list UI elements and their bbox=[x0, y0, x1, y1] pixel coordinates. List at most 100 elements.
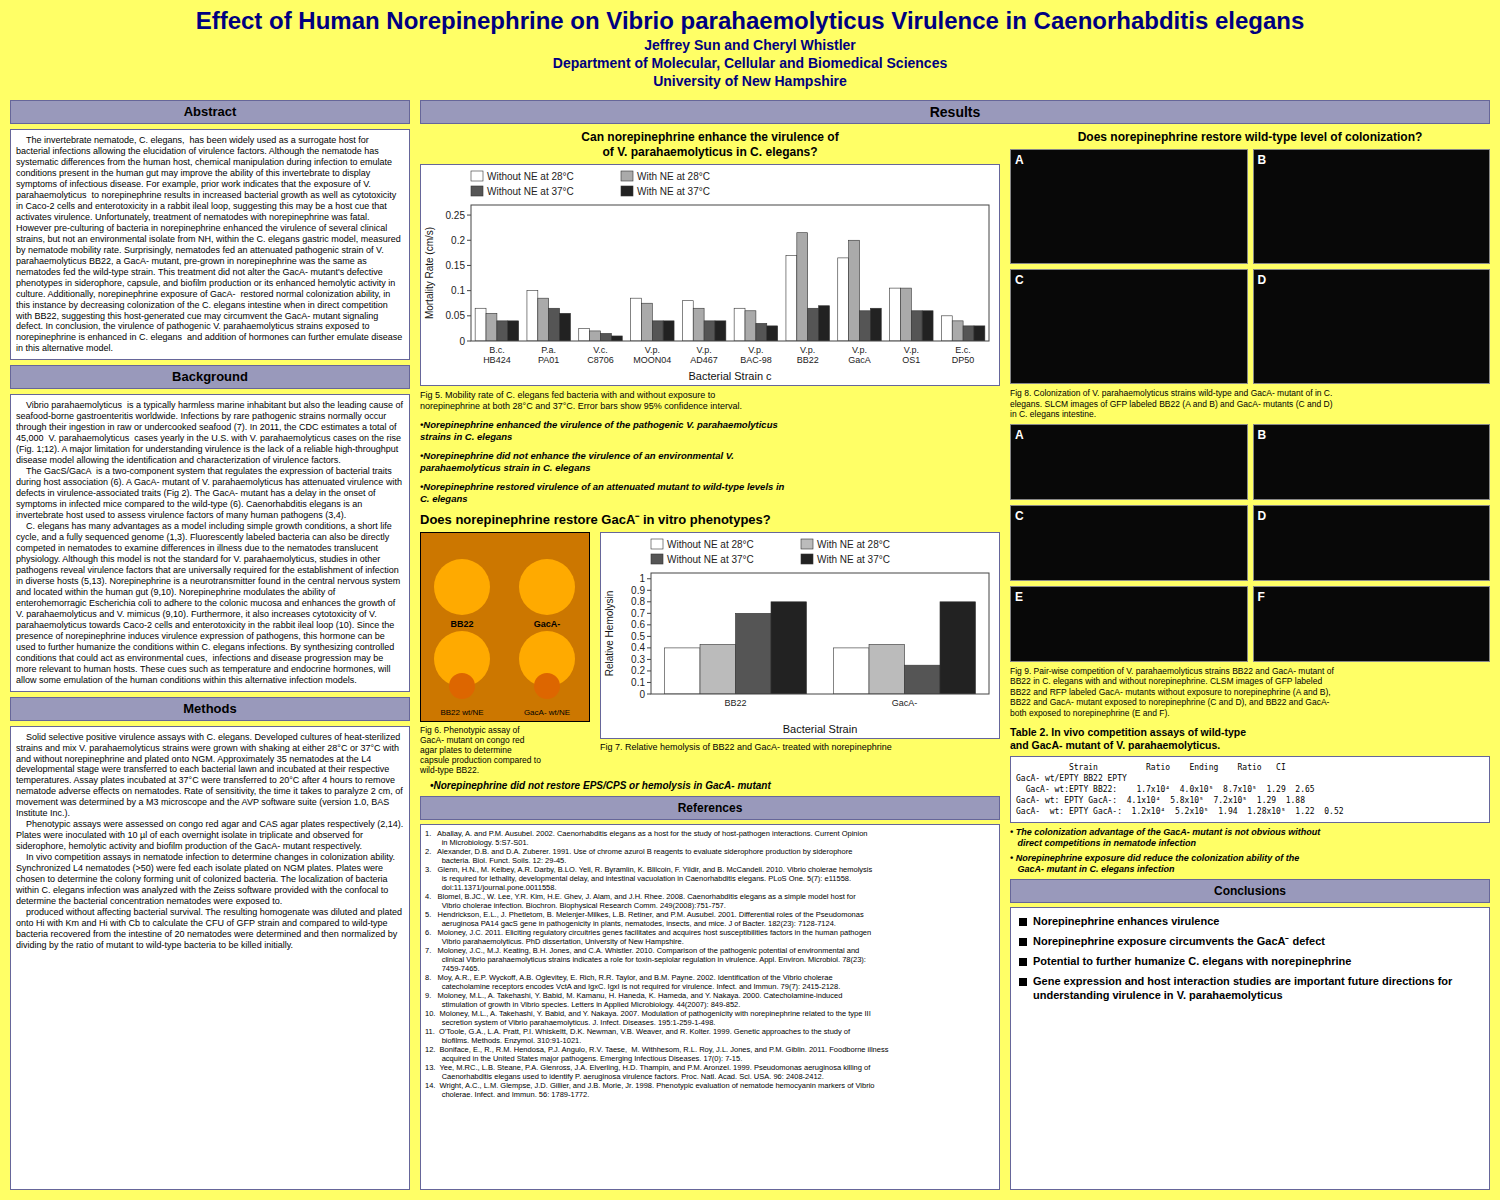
bar bbox=[808, 308, 819, 341]
table-box: Strain Ratio Ending Ratio CIGacA- wt/EPT… bbox=[1010, 756, 1490, 823]
bullet-square bbox=[1019, 918, 1027, 926]
caption: Fig 5. Mobility rate of C. elegans fed b… bbox=[420, 390, 1000, 412]
y-tick-label: 0.25 bbox=[446, 210, 466, 221]
bar bbox=[579, 328, 590, 341]
x-tick-label: V.p.BB22 bbox=[797, 345, 819, 365]
conclusion-item: Gene expression and host interaction stu… bbox=[1019, 974, 1481, 1002]
bullet: • Norepinephrine exposure did reduce the… bbox=[1010, 853, 1490, 875]
bullet-square bbox=[1019, 938, 1027, 946]
section-header: Methods bbox=[10, 697, 410, 721]
y-tick-label: 0.7 bbox=[631, 608, 645, 619]
x-axis-label: Bacterial Strain c bbox=[688, 370, 772, 382]
image-panel: A bbox=[1010, 424, 1248, 500]
y-tick-label: 0.6 bbox=[631, 619, 645, 630]
table-row: GacA- wt: EPTY GacA-: 1.2x10⁴ 5.2x10⁵ 1.… bbox=[1016, 806, 1484, 817]
image-panel: D bbox=[1253, 505, 1491, 581]
bar bbox=[849, 240, 860, 341]
bar bbox=[911, 311, 922, 341]
y-tick bbox=[647, 670, 651, 671]
y-tick-label: 0.1 bbox=[451, 285, 465, 296]
bullet: •Norepinephrine restored virulence of an… bbox=[420, 481, 1000, 505]
bar bbox=[869, 644, 904, 694]
bar bbox=[952, 321, 963, 341]
conclusion-item: Potential to further humanize C. elegans… bbox=[1019, 954, 1481, 968]
bar bbox=[715, 321, 726, 341]
bar bbox=[704, 321, 715, 341]
legend-label: Without NE at 37°C bbox=[667, 554, 754, 565]
section-header: Conclusions bbox=[1010, 879, 1490, 903]
panel-label: A bbox=[1015, 153, 1024, 167]
panel-label: C bbox=[1015, 273, 1024, 287]
y-tick-label: 0.2 bbox=[451, 235, 465, 246]
bar bbox=[860, 311, 871, 341]
bar bbox=[663, 321, 674, 341]
bar bbox=[941, 316, 952, 341]
bar bbox=[611, 336, 622, 341]
y-tick bbox=[467, 265, 471, 266]
legend-swatch bbox=[801, 554, 813, 564]
image-grid: A B C D bbox=[1010, 149, 1490, 384]
legend-swatch bbox=[621, 186, 633, 196]
bar bbox=[736, 613, 771, 694]
question: Does norepinephrine restore wild-type le… bbox=[1010, 130, 1490, 145]
y-tick bbox=[647, 624, 651, 625]
bar bbox=[560, 313, 571, 341]
image-panel: D bbox=[1253, 269, 1491, 384]
plate-background bbox=[421, 533, 590, 722]
conclusion-text: Potential to further humanize C. elegans… bbox=[1033, 954, 1351, 968]
table-row: Strain Ratio Ending Ratio CI bbox=[1016, 762, 1484, 773]
plot-area bbox=[651, 573, 989, 694]
y-tick bbox=[647, 590, 651, 591]
y-tick-label: 0.8 bbox=[631, 596, 645, 607]
caption: Fig 8. Colonization of V. parahaemolytic… bbox=[1010, 388, 1490, 420]
image-panel: F bbox=[1253, 586, 1491, 662]
caption: Fig 9. Pair-wise competition of V. parah… bbox=[1010, 666, 1490, 719]
legend-swatch bbox=[471, 171, 483, 181]
bar bbox=[767, 326, 778, 341]
section-header: Results bbox=[420, 100, 1490, 124]
legend-label: Without NE at 37°C bbox=[487, 186, 574, 197]
plate-label: BB22 bbox=[450, 619, 473, 629]
image-panel: C bbox=[1010, 505, 1248, 581]
colony bbox=[434, 559, 490, 615]
legend-swatch bbox=[471, 186, 483, 196]
y-tick bbox=[647, 659, 651, 660]
x-axis-label: Bacterial Strain bbox=[783, 723, 858, 735]
caption: Fig 7. Relative hemolysis of BB22 and Ga… bbox=[600, 742, 1000, 753]
bar bbox=[838, 258, 849, 341]
plot-frame bbox=[651, 573, 989, 694]
x-tick-label: BB22 bbox=[724, 698, 746, 708]
figure-row: BB22GacA-BB22 wt/NEGacA- wt/NEFig 6. Phe… bbox=[420, 532, 1000, 775]
legend-label: With NE at 37°C bbox=[637, 186, 710, 197]
department: Department of Molecular, Cellular and Bi… bbox=[0, 54, 1500, 72]
bars bbox=[665, 602, 976, 694]
y-tick bbox=[647, 613, 651, 614]
conclusion-item: Norepinephrine enhances virulence bbox=[1019, 914, 1481, 928]
y-tick-label: 0.15 bbox=[446, 260, 466, 271]
x-tick-label: V.p.AD467 bbox=[690, 345, 718, 365]
y-tick bbox=[467, 240, 471, 241]
x-tick-label: V.p.BAC-98 bbox=[740, 345, 772, 365]
y-tick bbox=[647, 647, 651, 648]
legend-label: With NE at 37°C bbox=[817, 554, 890, 565]
bar bbox=[486, 313, 497, 341]
image-panel: C bbox=[1010, 269, 1248, 384]
bar bbox=[900, 288, 911, 341]
y-tick bbox=[467, 315, 471, 316]
section-header: References bbox=[420, 796, 1000, 820]
plot-area bbox=[471, 205, 989, 341]
image-panel: B bbox=[1253, 149, 1491, 264]
legend-swatch bbox=[651, 539, 663, 549]
bar bbox=[940, 602, 975, 694]
left-column: Abstract The invertebrate nematode, C. e… bbox=[10, 100, 410, 1190]
title-area: Effect of Human Norepinephrine on Vibrio… bbox=[0, 0, 1500, 95]
panel-label: D bbox=[1258, 509, 1267, 523]
x-tick-label: GacA- bbox=[892, 698, 918, 708]
y-tick bbox=[647, 578, 651, 579]
y-tick bbox=[467, 290, 471, 291]
plate-label: GacA- bbox=[534, 619, 561, 629]
bar bbox=[652, 321, 663, 341]
legend-label: With NE at 28°C bbox=[817, 539, 890, 550]
bar bbox=[745, 311, 756, 341]
y-tick-label: 0 bbox=[459, 336, 465, 347]
